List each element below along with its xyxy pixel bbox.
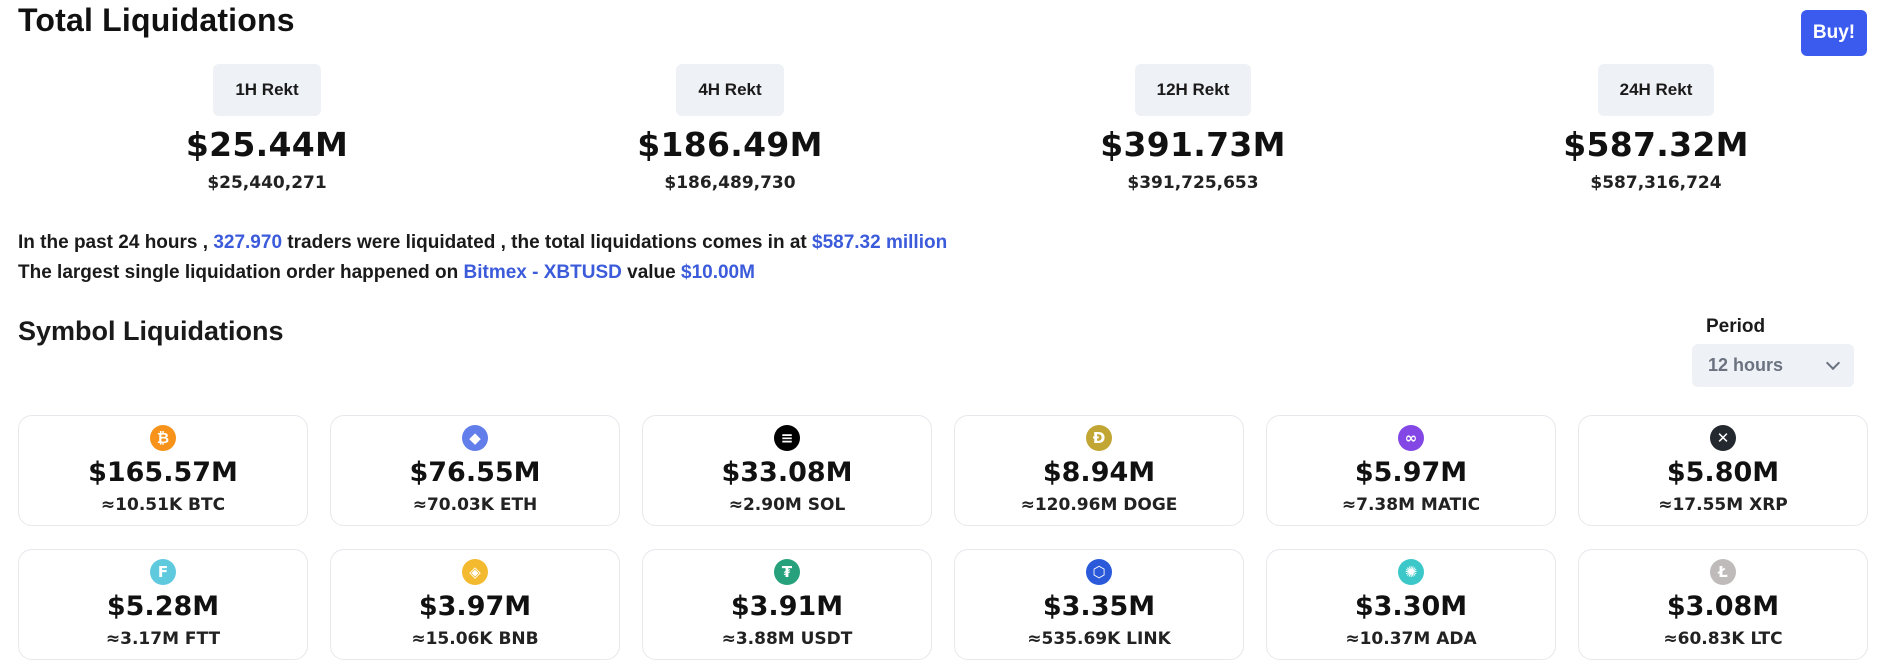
symbol-value: $33.08M (721, 457, 853, 488)
total-liquidations: $587.32 million (812, 232, 948, 253)
symbol-amount: ≈70.03K ETH (412, 495, 538, 515)
section-title: Symbol Liquidations (18, 316, 284, 346)
symbol-card[interactable]: ✺ $3.30M ≈10.37M ADA (1266, 549, 1556, 660)
symbol-card[interactable]: ₮ $3.91M ≈3.88M USDT (642, 549, 932, 660)
rekt-12h-value: $391.73M (1100, 125, 1286, 164)
rekt-4h-value: $186.49M (637, 125, 823, 164)
ethereum-icon: ◆ (462, 425, 488, 451)
symbol-value: $3.08M (1666, 591, 1780, 622)
symbol-value: $5.97M (1354, 457, 1468, 488)
symbol-card[interactable]: ⬡ $3.35M ≈535.69K LINK (954, 549, 1244, 660)
solana-icon: ≡ (774, 425, 800, 451)
symbol-card[interactable]: ₿ $165.57M ≈10.51K BTC (18, 415, 308, 526)
chevron-down-icon (1825, 355, 1841, 371)
exchange-link[interactable]: Bitmex - XBTUSD (463, 262, 622, 283)
largest-order-value: $10.00M (681, 262, 755, 283)
buy-button[interactable]: Buy! (1801, 10, 1867, 56)
symbol-amount: ≈120.96M DOGE (1020, 495, 1178, 515)
rekt-summary: 1H Rekt $25.44M $25,440,271 4H Rekt $186… (18, 64, 1868, 204)
symbol-amount: ≈2.90M SOL (728, 495, 846, 515)
bitcoin-icon: ₿ (150, 425, 176, 451)
symbol-amount: ≈17.55M XRP (1658, 495, 1788, 515)
symbol-value: $3.30M (1354, 591, 1468, 622)
chainlink-icon: ⬡ (1086, 559, 1112, 585)
liquidation-summary: In the past 24 hours , 327.970 traders w… (18, 228, 947, 288)
symbol-amount: ≈10.51K BTC (100, 495, 226, 515)
page-title: Total Liquidations (18, 2, 295, 38)
symbol-value: $3.97M (418, 591, 532, 622)
rekt-1h-value: $25.44M (185, 125, 349, 164)
summary-line-2: The largest single liquidation order hap… (18, 258, 947, 288)
symbol-card[interactable]: ✕ $5.80M ≈17.55M XRP (1578, 415, 1868, 526)
period-select[interactable]: 12 hours (1692, 344, 1854, 387)
symbol-amount: ≈60.83K LTC (1663, 629, 1783, 649)
rekt-12h-tab[interactable]: 12H Rekt (1134, 64, 1252, 116)
symbol-value: $165.57M (88, 457, 238, 488)
polygon-icon: ∞ (1398, 425, 1424, 451)
ftx-icon: F (150, 559, 176, 585)
rekt-1h-exact: $25,440,271 (207, 173, 327, 193)
litecoin-icon: Ł (1710, 559, 1736, 585)
xrp-icon: ✕ (1710, 425, 1736, 451)
symbol-value: $8.94M (1042, 457, 1156, 488)
symbol-card[interactable]: ∞ $5.97M ≈7.38M MATIC (1266, 415, 1556, 526)
bnb-icon: ◈ (462, 559, 488, 585)
symbol-card[interactable]: ◈ $3.97M ≈15.06K BNB (330, 549, 620, 660)
symbol-amount: ≈535.69K LINK (1027, 629, 1171, 649)
symbol-card[interactable]: Ł $3.08M ≈60.83K LTC (1578, 549, 1868, 660)
rekt-1h-tab[interactable]: 1H Rekt (213, 64, 321, 116)
symbol-card[interactable]: Ð $8.94M ≈120.96M DOGE (954, 415, 1244, 526)
dogecoin-icon: Ð (1086, 425, 1112, 451)
summary-text: The largest single liquidation order hap… (18, 262, 464, 283)
rekt-1h: 1H Rekt $25.44M $25,440,271 (117, 64, 417, 193)
symbol-value: $3.91M (730, 591, 844, 622)
rekt-4h: 4H Rekt $186.49M $186,489,730 (580, 64, 880, 193)
symbol-card[interactable]: F $5.28M ≈3.17M FTT (18, 549, 308, 660)
rekt-12h-exact: $391,725,653 (1127, 173, 1259, 193)
tether-icon: ₮ (774, 559, 800, 585)
rekt-24h: 24H Rekt $587.32M $587,316,724 (1506, 64, 1806, 193)
summary-text: traders were liquidated , the total liqu… (282, 232, 813, 253)
symbol-amount: ≈15.06K BNB (411, 629, 539, 649)
period-label: Period (1706, 316, 1766, 337)
period-value: 12 hours (1708, 355, 1784, 375)
cardano-icon: ✺ (1398, 559, 1424, 585)
symbol-amount: ≈3.17M FTT (105, 629, 221, 649)
symbol-amount: ≈3.88M USDT (721, 629, 853, 649)
rekt-24h-tab[interactable]: 24H Rekt (1597, 64, 1715, 116)
summary-text: In the past 24 hours , (18, 232, 214, 253)
symbol-amount: ≈7.38M MATIC (1341, 495, 1481, 515)
rekt-4h-exact: $186,489,730 (664, 173, 796, 193)
rekt-24h-exact: $587,316,724 (1590, 173, 1722, 193)
symbol-card[interactable]: ◆ $76.55M ≈70.03K ETH (330, 415, 620, 526)
summary-line-1: In the past 24 hours , 327.970 traders w… (18, 228, 947, 258)
summary-text: value (621, 262, 682, 283)
symbol-value: $76.55M (409, 457, 541, 488)
symbol-value: $3.35M (1042, 591, 1156, 622)
rekt-12h: 12H Rekt $391.73M $391,725,653 (1043, 64, 1343, 193)
rekt-24h-value: $587.32M (1563, 125, 1749, 164)
symbol-card[interactable]: ≡ $33.08M ≈2.90M SOL (642, 415, 932, 526)
traders-count: 327.970 (213, 232, 283, 253)
rekt-4h-tab[interactable]: 4H Rekt (676, 64, 784, 116)
symbol-value: $5.80M (1666, 457, 1780, 488)
symbol-value: $5.28M (106, 591, 220, 622)
symbol-amount: ≈10.37M ADA (1345, 629, 1477, 649)
